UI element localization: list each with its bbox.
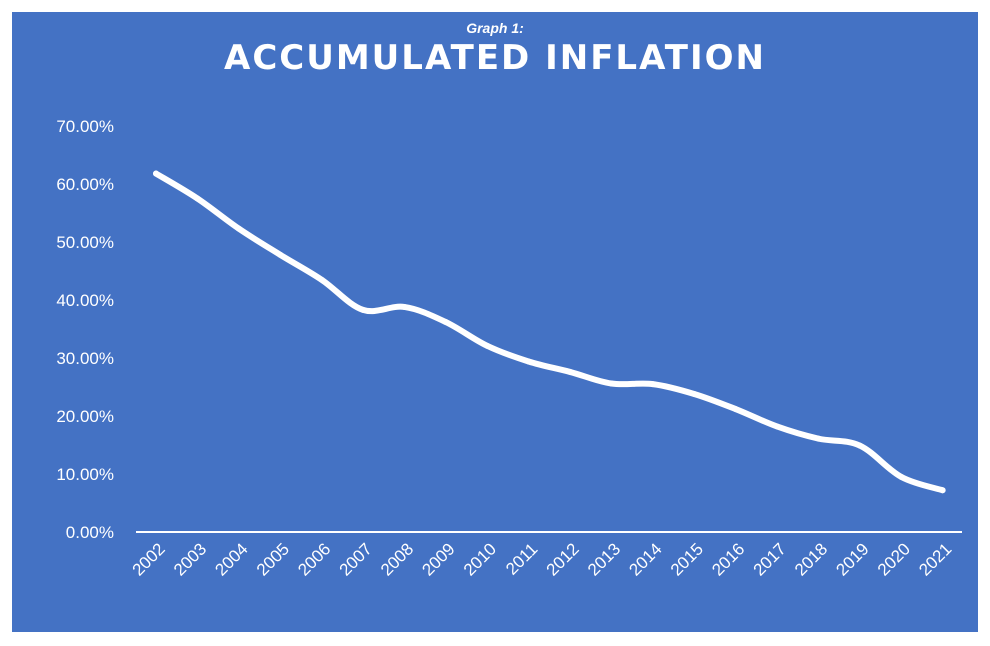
x-tick-label: 2010 bbox=[460, 539, 500, 579]
x-tick-label: 2020 bbox=[874, 539, 914, 579]
y-tick-label: 30.00% bbox=[56, 349, 114, 368]
x-tick-label: 2015 bbox=[667, 539, 707, 579]
data-point bbox=[649, 381, 656, 388]
x-tick-label: 2009 bbox=[418, 539, 458, 579]
data-point bbox=[774, 423, 780, 430]
x-tick-label: 2017 bbox=[750, 539, 790, 579]
x-tick-label: 2021 bbox=[915, 539, 955, 579]
data-point bbox=[277, 251, 284, 258]
data-point bbox=[525, 358, 532, 365]
y-tick-label: 10.00% bbox=[56, 465, 114, 484]
x-tick-label: 2011 bbox=[502, 539, 541, 578]
x-tick-label: 2016 bbox=[708, 539, 748, 579]
chart-subtitle: Graph 1: bbox=[466, 20, 524, 36]
y-axis: 0.00% 10.00% 20.00% 30.00% 40.00% 50.00% 60.00… bbox=[56, 117, 114, 542]
data-point bbox=[567, 368, 573, 375]
x-tick-label: 2002 bbox=[129, 539, 169, 579]
data-point bbox=[235, 225, 242, 232]
y-tick-label: 40.00% bbox=[56, 291, 114, 310]
x-tick-label: 2013 bbox=[584, 539, 624, 579]
x-tick-label: 2014 bbox=[625, 539, 665, 579]
data-point bbox=[691, 390, 698, 397]
data-point bbox=[815, 435, 822, 442]
data-points bbox=[153, 170, 946, 494]
drop-lines bbox=[155, 173, 944, 532]
y-tick-label: 60.00% bbox=[56, 175, 114, 194]
x-tick-label: 2008 bbox=[377, 539, 417, 579]
x-tick-label: 2006 bbox=[294, 539, 334, 579]
x-axis: 2002 2003 2004 2005 2006 2007 2008 2009 2010 2011… bbox=[129, 539, 956, 579]
data-point bbox=[153, 170, 159, 177]
data-point bbox=[318, 276, 325, 283]
data-point bbox=[856, 442, 863, 449]
x-tick-label: 2019 bbox=[832, 539, 872, 579]
x-tick-label: 2018 bbox=[791, 539, 831, 579]
y-tick-label: 20.00% bbox=[56, 407, 114, 426]
data-point bbox=[442, 319, 449, 326]
data-point bbox=[898, 473, 905, 480]
y-tick-label: 70.00% bbox=[56, 117, 114, 136]
y-tick-label: 0.00% bbox=[66, 523, 114, 542]
data-point bbox=[939, 487, 946, 494]
data-point bbox=[732, 406, 739, 413]
data-point bbox=[360, 306, 366, 313]
x-tick-label: 2007 bbox=[336, 539, 376, 579]
x-tick-label: 2003 bbox=[170, 539, 210, 579]
x-tick-label: 2005 bbox=[253, 539, 293, 579]
data-point bbox=[484, 342, 491, 349]
data-point bbox=[608, 380, 615, 387]
data-point bbox=[401, 303, 408, 310]
x-tick-label: 2012 bbox=[543, 539, 583, 579]
chart-background bbox=[12, 12, 978, 632]
data-point bbox=[194, 195, 201, 202]
y-tick-label: 50.00% bbox=[56, 233, 114, 252]
x-tick-label: 2004 bbox=[211, 539, 251, 579]
series-line bbox=[153, 170, 946, 494]
chart-title: ACCUMULATED INFLATION bbox=[224, 38, 766, 78]
